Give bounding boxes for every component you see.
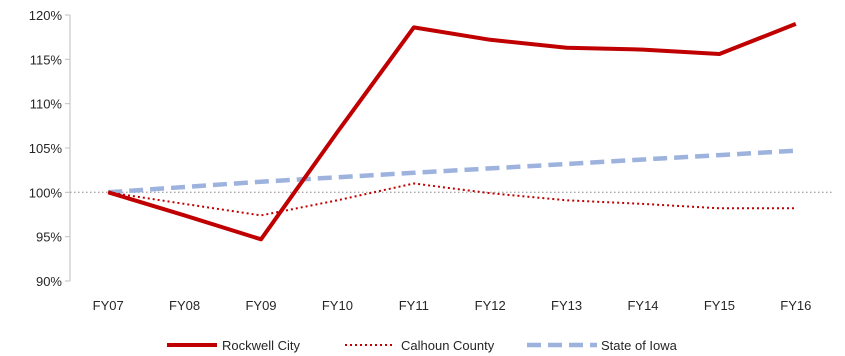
legend-label: Calhoun County: [401, 338, 495, 353]
x-tick-label: FY09: [245, 298, 276, 313]
x-tick-label: FY10: [322, 298, 353, 313]
y-tick-label: 100%: [29, 185, 63, 200]
x-tick-label: FY13: [551, 298, 582, 313]
y-tick-label: 110%: [30, 97, 63, 112]
series-line-rockwell-city: [107, 22, 797, 242]
legend-label: State of Iowa: [601, 338, 678, 353]
x-tick-label: FY08: [169, 298, 200, 313]
legend-label: Rockwell City: [222, 338, 301, 353]
x-tick-label: FY15: [704, 298, 735, 313]
series-line-calhoun-county: [108, 182, 796, 217]
x-tick-label: FY07: [93, 298, 124, 313]
x-axis: FY07 FY08 FY09 FY10 FY11 FY12 FY13 FY14 FY15 FY16: [93, 298, 812, 313]
x-tick-label: FY16: [780, 298, 811, 313]
y-tick-label: 90%: [36, 274, 62, 289]
series-lines: [107, 22, 797, 242]
series-line-state-of-iowa: [108, 148, 796, 195]
y-tick-label: 95%: [36, 230, 62, 245]
y-tick-label: 120%: [29, 8, 63, 23]
x-tick-label: FY11: [399, 298, 429, 313]
y-tick-label: 115%: [30, 52, 63, 67]
x-tick-label: FY14: [627, 298, 658, 313]
y-axis: 90% 95% 100% 105% 110% 115% 120%: [29, 8, 71, 289]
legend: Rockwell City Calhoun County State of Iowa: [167, 338, 678, 353]
x-tick-label: FY12: [475, 298, 506, 313]
y-tick-label: 105%: [29, 141, 63, 156]
